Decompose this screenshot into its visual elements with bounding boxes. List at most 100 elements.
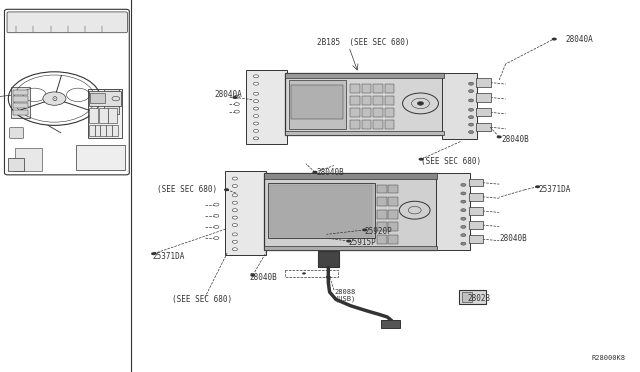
Circle shape <box>232 224 237 227</box>
Circle shape <box>232 177 237 180</box>
FancyBboxPatch shape <box>104 89 119 114</box>
FancyBboxPatch shape <box>99 108 108 123</box>
Circle shape <box>253 129 259 132</box>
FancyBboxPatch shape <box>373 84 383 93</box>
Text: (SEE SEC 680): (SEE SEC 680) <box>421 157 481 166</box>
FancyBboxPatch shape <box>459 290 486 304</box>
Circle shape <box>468 108 474 111</box>
FancyBboxPatch shape <box>318 251 339 267</box>
Text: 25915P: 25915P <box>349 238 376 247</box>
Circle shape <box>253 122 259 125</box>
FancyBboxPatch shape <box>377 235 387 244</box>
Circle shape <box>417 102 424 105</box>
Text: 28040A: 28040A <box>565 35 593 44</box>
FancyBboxPatch shape <box>7 12 127 33</box>
FancyBboxPatch shape <box>112 125 118 136</box>
FancyBboxPatch shape <box>385 120 394 129</box>
FancyBboxPatch shape <box>11 87 30 118</box>
Circle shape <box>312 171 317 174</box>
FancyBboxPatch shape <box>385 108 394 117</box>
Circle shape <box>232 194 237 197</box>
Text: ⊙: ⊙ <box>51 96 58 102</box>
Circle shape <box>234 103 239 106</box>
Circle shape <box>43 92 66 105</box>
Circle shape <box>461 234 466 237</box>
Text: 28040B: 28040B <box>317 169 344 177</box>
FancyBboxPatch shape <box>362 84 371 93</box>
Circle shape <box>253 82 259 85</box>
Circle shape <box>461 183 466 186</box>
FancyBboxPatch shape <box>4 9 129 175</box>
FancyBboxPatch shape <box>373 120 383 129</box>
Text: 25371DA: 25371DA <box>152 252 185 261</box>
FancyBboxPatch shape <box>388 210 398 219</box>
Circle shape <box>151 252 156 255</box>
Circle shape <box>250 274 255 277</box>
FancyBboxPatch shape <box>350 120 360 129</box>
Text: (SEE SEC 680): (SEE SEC 680) <box>172 295 232 304</box>
FancyBboxPatch shape <box>88 89 122 138</box>
FancyBboxPatch shape <box>100 125 106 136</box>
FancyBboxPatch shape <box>362 108 371 117</box>
Circle shape <box>253 107 259 110</box>
FancyBboxPatch shape <box>476 78 491 87</box>
FancyBboxPatch shape <box>388 185 398 193</box>
Circle shape <box>232 216 237 219</box>
FancyBboxPatch shape <box>469 235 483 243</box>
FancyBboxPatch shape <box>95 125 100 136</box>
FancyBboxPatch shape <box>388 235 398 244</box>
FancyBboxPatch shape <box>476 108 491 116</box>
FancyBboxPatch shape <box>270 185 372 237</box>
Circle shape <box>214 225 219 228</box>
FancyBboxPatch shape <box>388 197 398 206</box>
FancyBboxPatch shape <box>377 222 387 231</box>
Circle shape <box>468 116 474 119</box>
Circle shape <box>552 38 557 41</box>
Circle shape <box>302 272 306 275</box>
Circle shape <box>461 209 466 212</box>
Text: 28040A: 28040A <box>214 90 242 99</box>
FancyBboxPatch shape <box>362 96 371 105</box>
FancyBboxPatch shape <box>15 148 42 171</box>
FancyBboxPatch shape <box>462 292 472 302</box>
Circle shape <box>468 99 474 102</box>
Text: R28000K8: R28000K8 <box>592 355 626 361</box>
Circle shape <box>232 185 237 187</box>
FancyBboxPatch shape <box>13 103 28 108</box>
FancyBboxPatch shape <box>264 246 437 250</box>
FancyBboxPatch shape <box>476 93 491 102</box>
Circle shape <box>232 240 237 243</box>
FancyBboxPatch shape <box>469 221 483 229</box>
Circle shape <box>224 188 229 191</box>
FancyBboxPatch shape <box>385 84 394 93</box>
Circle shape <box>232 201 237 204</box>
Circle shape <box>232 209 237 212</box>
Text: 28088
(USB): 28088 (USB) <box>334 289 355 302</box>
FancyBboxPatch shape <box>8 158 24 171</box>
Text: 28040B: 28040B <box>250 273 277 282</box>
FancyBboxPatch shape <box>436 173 470 250</box>
Circle shape <box>362 228 367 231</box>
FancyBboxPatch shape <box>13 110 28 115</box>
FancyBboxPatch shape <box>469 193 483 201</box>
Text: 28040B: 28040B <box>501 135 529 144</box>
FancyBboxPatch shape <box>469 179 483 186</box>
FancyBboxPatch shape <box>10 128 24 138</box>
FancyBboxPatch shape <box>388 222 398 231</box>
Text: (SEE SEC 680): (SEE SEC 680) <box>157 185 217 194</box>
FancyBboxPatch shape <box>381 320 400 328</box>
Circle shape <box>497 135 502 138</box>
Circle shape <box>253 115 259 118</box>
Circle shape <box>234 95 239 98</box>
FancyBboxPatch shape <box>385 96 394 105</box>
Circle shape <box>468 123 474 126</box>
FancyBboxPatch shape <box>13 96 28 102</box>
FancyBboxPatch shape <box>377 197 387 206</box>
FancyBboxPatch shape <box>76 145 125 170</box>
Circle shape <box>214 203 219 206</box>
FancyBboxPatch shape <box>285 131 444 135</box>
FancyBboxPatch shape <box>373 96 383 105</box>
FancyBboxPatch shape <box>89 108 98 123</box>
Circle shape <box>214 237 219 240</box>
FancyBboxPatch shape <box>225 171 266 255</box>
